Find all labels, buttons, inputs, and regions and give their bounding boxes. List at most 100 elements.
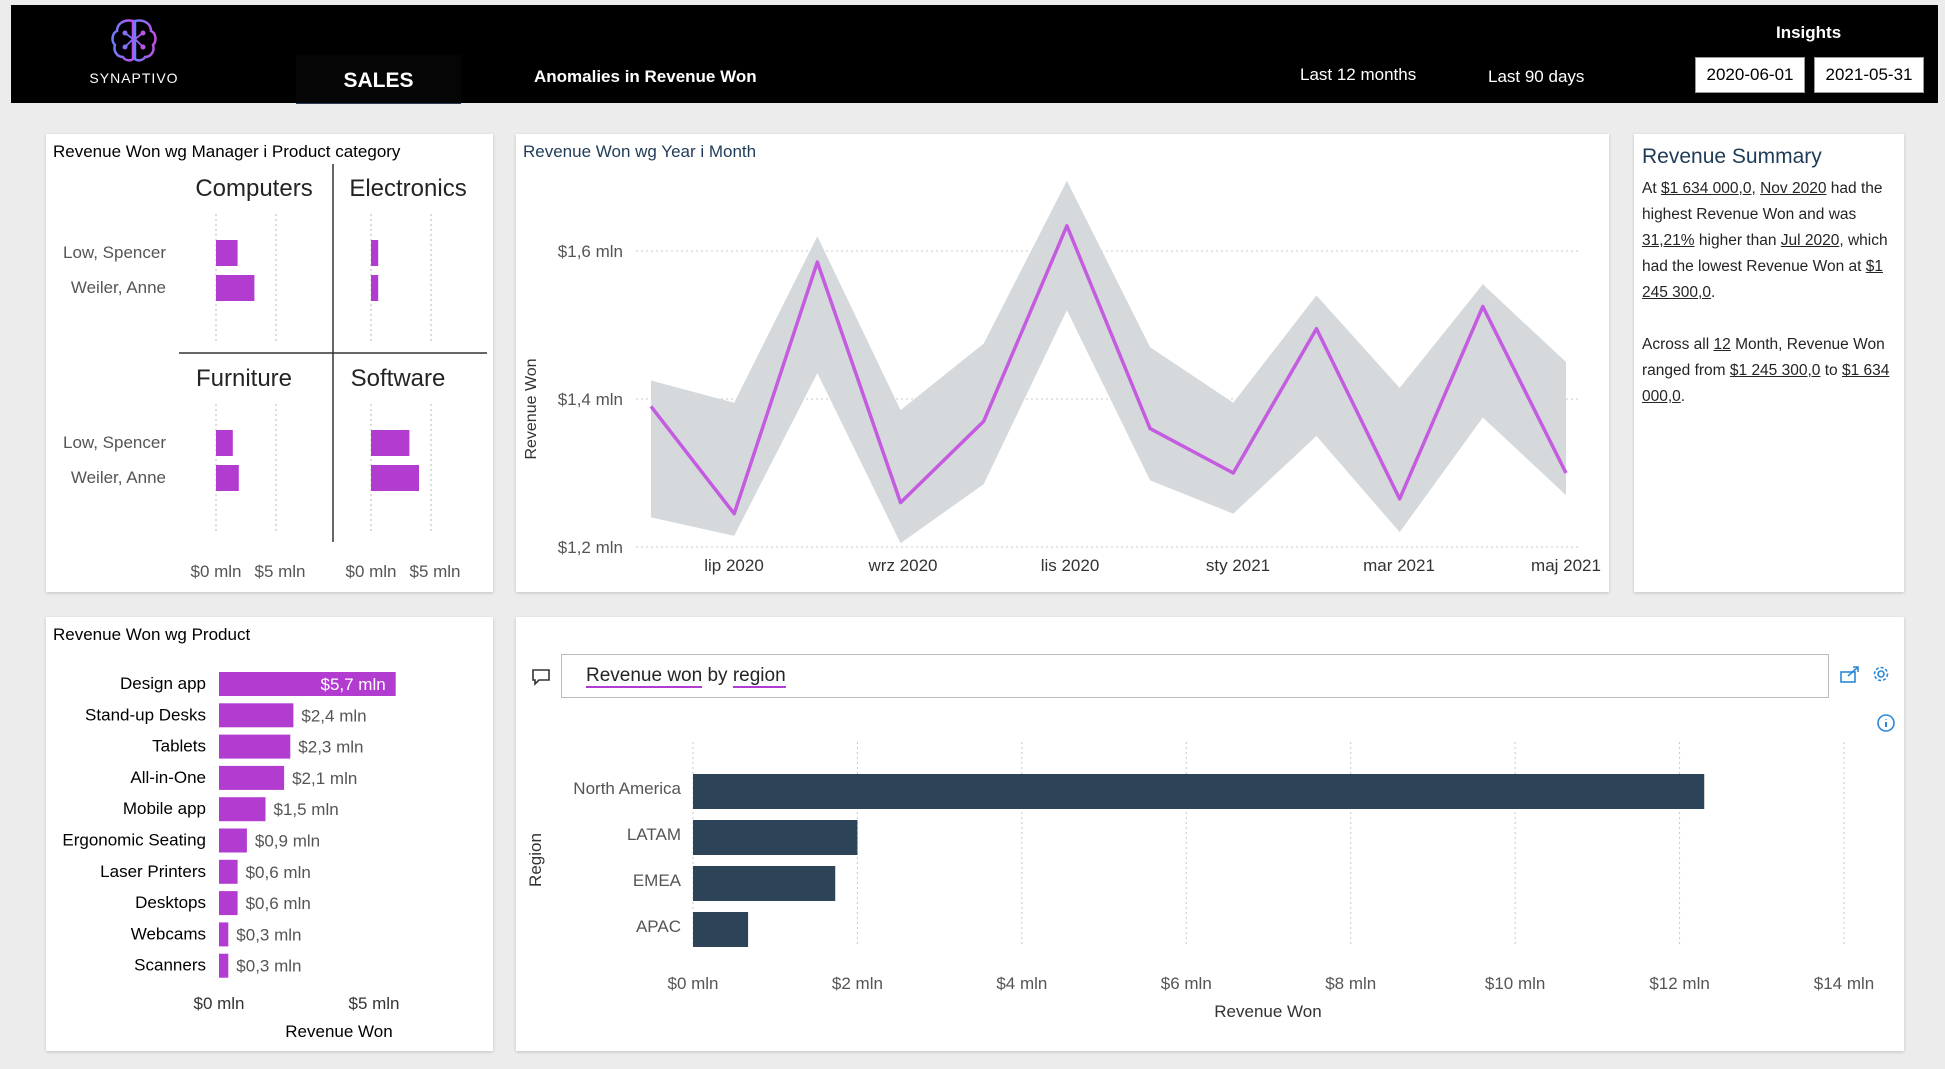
filter-last-12-months[interactable]: Last 12 months: [1300, 65, 1417, 84]
gear-icon[interactable]: [1872, 665, 1890, 683]
panel-title: Revenue Won wg Product: [53, 625, 251, 644]
qa-term-revenue: Revenue won: [586, 665, 703, 688]
filter-last-90-days[interactable]: Last 90 days: [1488, 67, 1585, 86]
x-tick-label: $4 mln: [996, 974, 1047, 993]
bar-electronics-0: [371, 240, 379, 266]
bar-product-1: [219, 703, 294, 728]
summary-min-month: Jul 2020: [1780, 232, 1840, 249]
panel-title: Revenue Won wg Manager i Product categor…: [53, 142, 401, 161]
x-tick-label: $5 mln: [348, 994, 399, 1013]
x-tick-label: $12 mln: [1649, 974, 1709, 993]
bar-product-7: [219, 891, 238, 916]
date-to-input[interactable]: 2021-05-31: [1814, 57, 1924, 93]
region-label: LATAM: [627, 825, 681, 844]
x-tick-label: $0 mln: [193, 994, 244, 1013]
axis-tick-label: $5 mln: [254, 562, 305, 581]
summary-word: higher than: [1698, 232, 1777, 249]
x-tick-label: $10 mln: [1485, 974, 1545, 993]
bar-region-2: [693, 866, 836, 901]
tab-anomalies[interactable]: Anomalies in Revenue Won: [534, 67, 757, 86]
product-label: Tablets: [152, 737, 206, 756]
manager-label: Weiler, Anne: [71, 468, 166, 487]
facet-title-computers: Computers: [195, 175, 312, 202]
data-label: $0,6 mln: [246, 863, 311, 882]
region-label: APAC: [636, 917, 681, 936]
y-tick-label: $1,6 mln: [558, 242, 623, 261]
data-label: $2,1 mln: [292, 769, 357, 788]
summary-max-month: Nov 2020: [1760, 180, 1827, 197]
bar-product-9: [219, 953, 229, 978]
summary-word: Across all: [1642, 336, 1710, 353]
summary-word: had the highest Revenue Won and was: [1642, 180, 1883, 223]
y-tick-label: $1,2 mln: [558, 538, 623, 557]
summary-range-to: $1 634 000,0: [1642, 362, 1890, 405]
data-label: $0,3 mln: [236, 925, 301, 944]
bar-product-0: [219, 672, 396, 696]
bar-product-3: [219, 765, 285, 790]
data-label: $2,4 mln: [301, 706, 366, 725]
axis-tick-label: $0 mln: [345, 562, 396, 581]
data-label: $5,7 mln: [320, 675, 385, 694]
share-icon[interactable]: [1838, 663, 1862, 685]
revenue-by-product-panel: Revenue Won wg Product Design app $5,7 ml…: [46, 617, 493, 1051]
product-label: Stand-up Desks: [85, 705, 206, 724]
data-label: $0,3 mln: [236, 957, 301, 976]
x-tick-label: $6 mln: [1161, 974, 1212, 993]
date-from-input[interactable]: 2020-06-01: [1695, 57, 1805, 93]
product-label: All-in-One: [130, 768, 206, 787]
qa-region-panel: Revenue won by region $0 mln $2 mln $4 mln…: [516, 617, 1904, 1051]
axis-tick-label: $5 mln: [409, 562, 460, 581]
summary-word: At: [1642, 180, 1657, 197]
summary-word: to: [1824, 362, 1838, 379]
summary-min-value: $1 245 300,0: [1642, 258, 1883, 301]
product-label: Laser Printers: [100, 862, 206, 881]
bar-electronics-1: [371, 275, 379, 301]
bar-furniture-0: [216, 430, 233, 456]
chat-icon[interactable]: [530, 667, 552, 687]
bar-product-6: [219, 859, 238, 884]
x-tick-label: lip 2020: [704, 556, 764, 575]
tab-sales[interactable]: SALES: [296, 55, 461, 104]
bar-furniture-1: [216, 465, 239, 491]
region-label: EMEA: [633, 871, 682, 890]
axis-tick-label: $0 mln: [190, 562, 241, 581]
top-navigation-bar: SYNAPTIVO SALES Anomalies in Revenue Won…: [11, 5, 1938, 104]
x-tick-label: wrz 2020: [868, 556, 938, 575]
bar-product-5: [219, 828, 247, 853]
qa-input[interactable]: Revenue won by region: [561, 654, 1829, 698]
info-icon[interactable]: [1876, 713, 1896, 733]
facet-title-electronics: Electronics: [349, 175, 466, 202]
product-label: Webcams: [131, 924, 206, 943]
x-tick-label: $0 mln: [667, 974, 718, 993]
manager-label: Low, Spencer: [63, 243, 166, 262]
x-tick-label: $2 mln: [832, 974, 883, 993]
bar-computers-1: [216, 275, 255, 301]
product-label: Mobile app: [123, 799, 206, 818]
y-axis-title: Region: [526, 833, 545, 887]
data-label: $0,9 mln: [255, 832, 320, 851]
x-tick-label: $8 mln: [1325, 974, 1376, 993]
bar-product-2: [219, 734, 291, 759]
revenue-line-chart: $1,6 mln $1,4 mln $1,2 mln lip 2020 wrz 2020…: [523, 180, 1601, 575]
summary-pct: 31,21%: [1642, 232, 1695, 249]
facet-title-software: Software: [351, 365, 446, 392]
x-tick-label: lis 2020: [1041, 556, 1100, 575]
summary-max-value: $1 634 000,0: [1660, 180, 1752, 197]
product-label: Design app: [120, 674, 206, 693]
product-bar-chart: Design app $5,7 mln Stand-up Desks $2,4 mln…: [62, 672, 400, 1041]
qa-query-text: Revenue won by region: [586, 665, 786, 688]
region-label: North America: [573, 779, 681, 798]
insights-label[interactable]: Insights: [1776, 23, 1842, 42]
x-tick-label: $14 mln: [1814, 974, 1874, 993]
summary-word: Month, Revenue Won ranged from: [1642, 336, 1885, 379]
revenue-summary-panel: Revenue Summary At $1 634 000,0, Nov 202…: [1634, 134, 1904, 592]
summary-paragraph-2: Across all 12 Month, Revenue Won ranged …: [1642, 336, 1890, 405]
manager-category-chart: Computers Low, Spencer Weiler, Anne Electro…: [63, 164, 487, 581]
region-bar-chart: $0 mln $2 mln $4 mln $6 mln $8 mln $10 mln $12…: [526, 742, 1874, 1021]
bar-product-8: [219, 922, 229, 947]
bar-region-3: [693, 912, 749, 947]
brand-logo[interactable]: SYNAPTIVO: [84, 17, 184, 86]
facet-title-furniture: Furniture: [196, 365, 292, 392]
forecast-band: [651, 180, 1566, 544]
x-tick-label: maj 2021: [1531, 556, 1601, 575]
